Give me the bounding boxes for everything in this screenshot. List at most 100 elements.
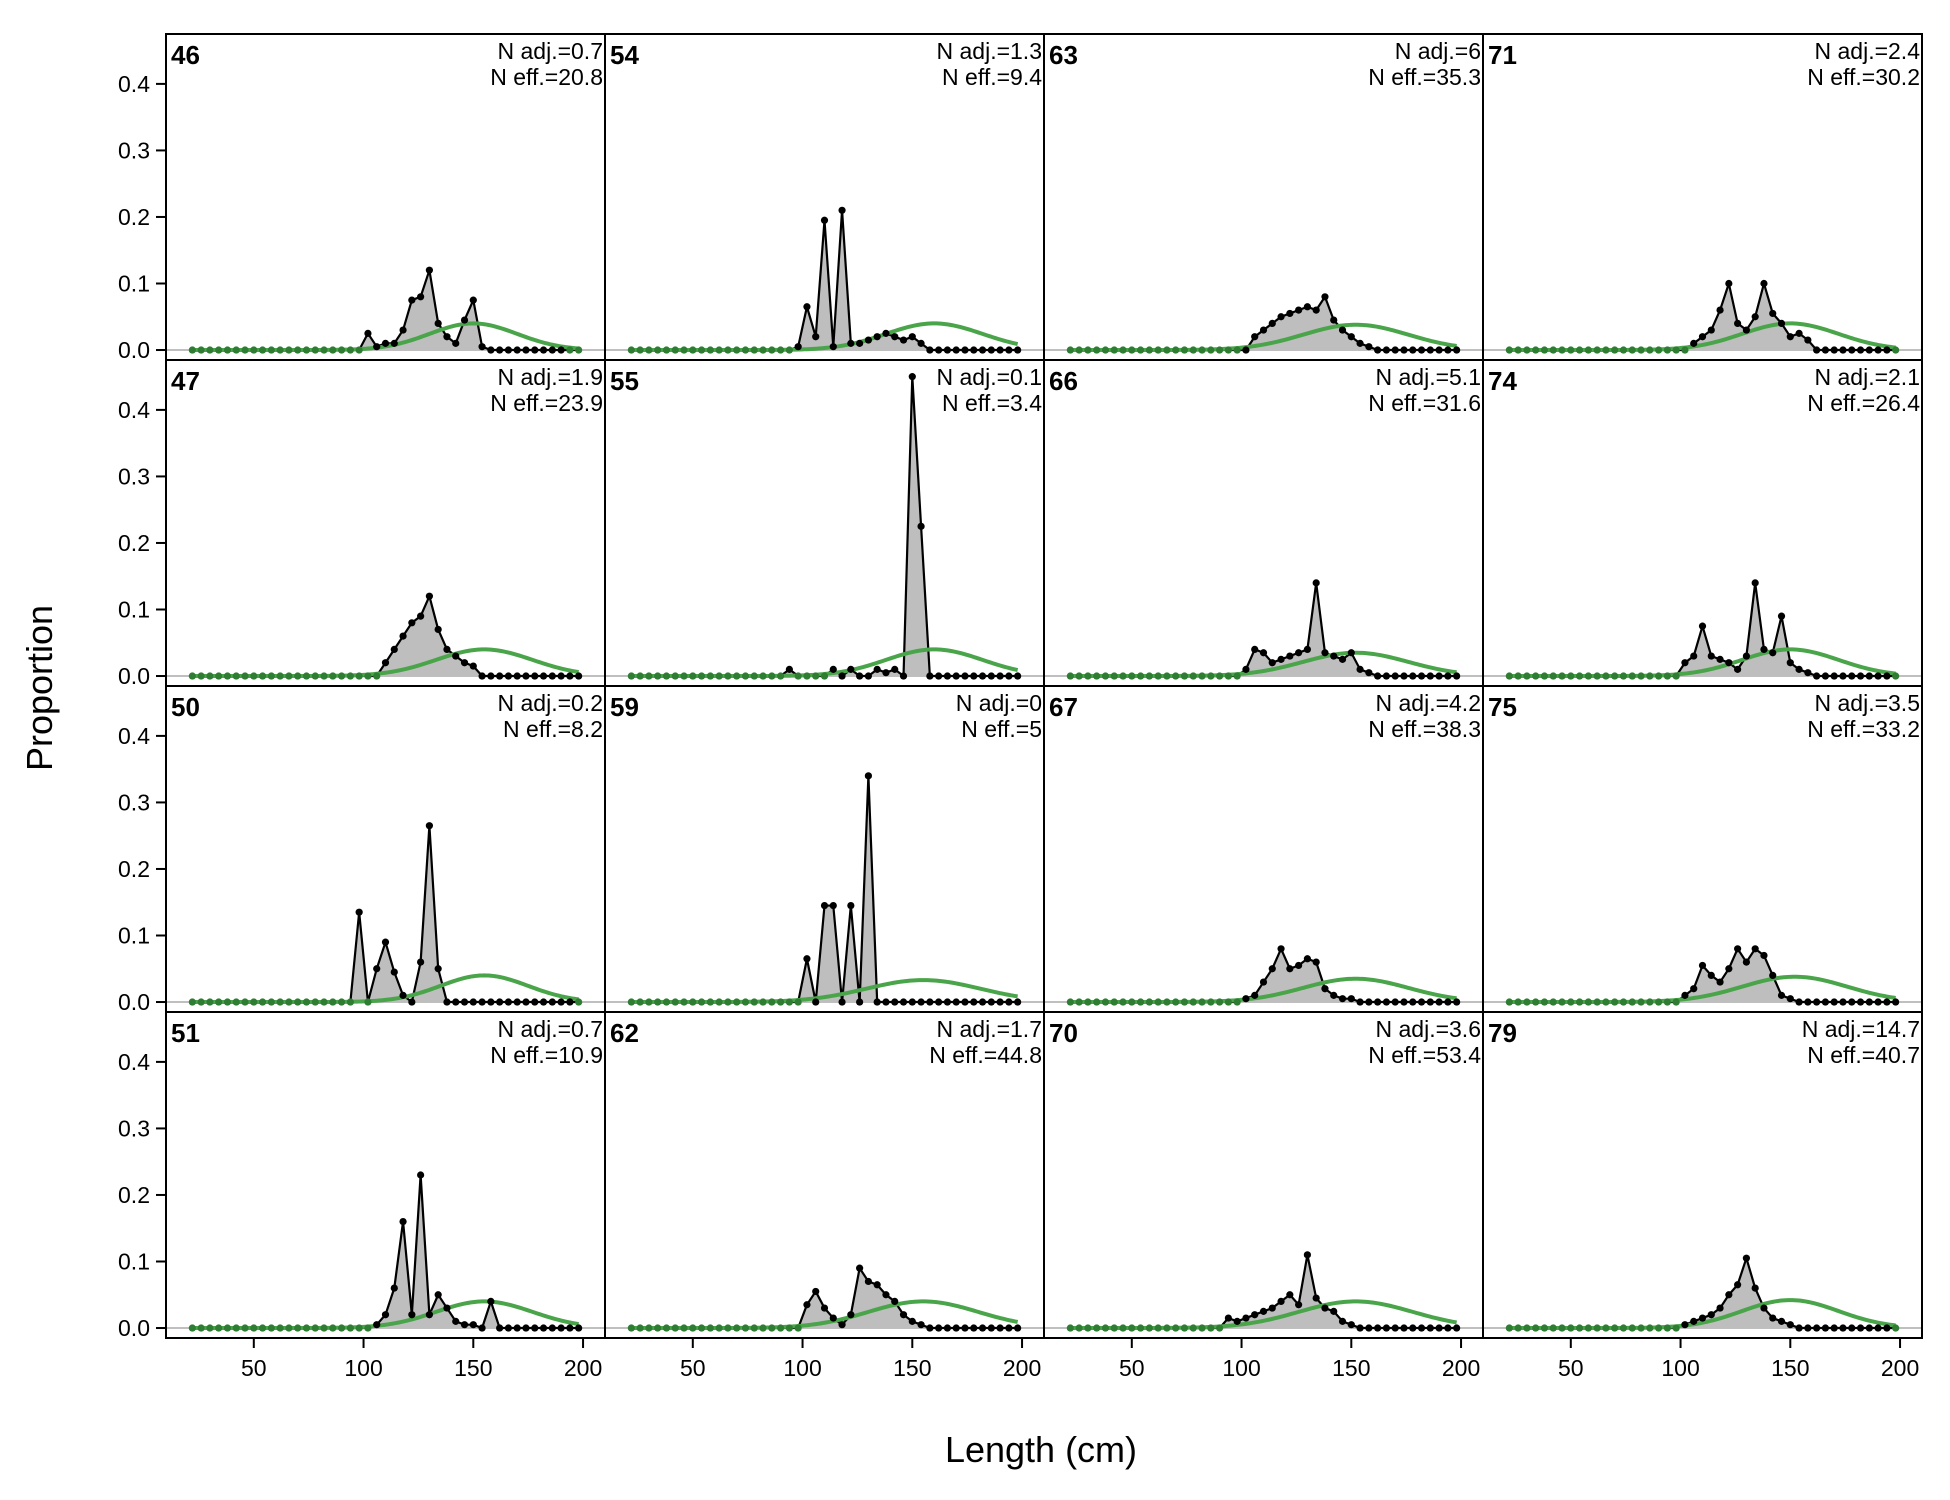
observed-point [935, 1324, 943, 1332]
expected-point [206, 998, 214, 1006]
observed-point [1233, 1317, 1241, 1325]
expected-point [1663, 998, 1671, 1006]
expected-point [1584, 1324, 1592, 1332]
n-eff-label: N eff.=26.4 [1807, 390, 1920, 416]
observed-point [943, 346, 952, 354]
panel-id: 50 [171, 692, 200, 722]
expected-point [1084, 346, 1092, 354]
expected-point [741, 1324, 750, 1332]
observed-point [417, 612, 425, 620]
expected-point [1672, 346, 1680, 354]
observed-point [1417, 346, 1426, 354]
expected-point [1672, 998, 1680, 1006]
observed-point [1786, 1321, 1794, 1329]
panel-62: 62 N adj.=1.7N eff.=44.8 50 100 150 200 [604, 1011, 1045, 1381]
observed-point [1303, 955, 1311, 963]
expected-point [197, 998, 205, 1006]
observed-point [820, 901, 829, 910]
observed-point [1751, 313, 1759, 321]
panel-id: 51 [171, 1018, 200, 1048]
observed-point [1268, 659, 1276, 667]
expected-point [1523, 1324, 1531, 1332]
observed-point [1690, 1317, 1698, 1325]
expected-point [1207, 346, 1215, 354]
observed-point [917, 339, 925, 347]
panel-id: 79 [1488, 1018, 1517, 1048]
observed-point [1725, 1291, 1733, 1299]
observed-point [539, 1324, 548, 1332]
observed-point [1742, 1254, 1750, 1262]
x-tick-label: 200 [1881, 1355, 1919, 1381]
observed-point [996, 998, 1004, 1006]
expected-point [689, 1324, 697, 1332]
expected-point [258, 1324, 267, 1332]
expected-point [1611, 672, 1619, 680]
observed-point [390, 968, 398, 976]
expected-point [1198, 998, 1206, 1006]
observed-point [1365, 998, 1373, 1006]
x-tick-label: 50 [241, 1355, 267, 1381]
expected-point [258, 346, 267, 354]
expected-point [223, 998, 232, 1006]
expected-point [329, 998, 337, 1006]
expected-point [320, 346, 328, 354]
observed-point [1813, 346, 1821, 354]
observed-point [996, 1324, 1004, 1332]
expected-point [575, 998, 583, 1006]
expected-point [302, 346, 311, 354]
n-eff-label: N eff.=35.3 [1368, 64, 1481, 90]
observed-point [1391, 1324, 1399, 1332]
observed-point [425, 822, 433, 830]
observed-point [943, 1324, 952, 1332]
n-eff-label: N eff.=20.8 [490, 64, 603, 90]
observed-point [1426, 998, 1434, 1006]
observed-point [513, 672, 521, 680]
observed-point [452, 652, 460, 660]
observed-point [847, 665, 855, 673]
expected-point [1084, 1324, 1092, 1332]
observed-point [838, 672, 846, 680]
expected-point [671, 672, 679, 680]
expected-point [1523, 672, 1531, 680]
expected-point [329, 672, 337, 680]
observed-point [1435, 672, 1443, 680]
observed-point [978, 346, 987, 354]
observed-point [478, 1324, 486, 1332]
observed-point [1777, 991, 1786, 999]
expected-point [733, 672, 741, 680]
expected-point [680, 346, 688, 354]
observed-line [192, 269, 579, 352]
observed-point [873, 998, 881, 1006]
observed-point [1330, 1307, 1338, 1315]
observed-fill [631, 775, 1018, 1003]
expected-point [741, 998, 750, 1006]
expected-point [654, 346, 662, 354]
expected-point [1523, 998, 1531, 1006]
expected-point [285, 998, 293, 1006]
observed-point [847, 1311, 855, 1319]
observed-point [1338, 995, 1347, 1003]
expected-line [1509, 1298, 1896, 1331]
expected-point [320, 998, 328, 1006]
y-tick-label: 0.3 [118, 1115, 150, 1141]
observed-point [1409, 998, 1417, 1006]
expected-point [1066, 1324, 1074, 1332]
observed-point [478, 998, 486, 1006]
panel-id: 54 [610, 40, 639, 70]
expected-point [276, 672, 284, 680]
observed-point [1295, 961, 1303, 970]
observed-point [908, 373, 916, 381]
observed-point [531, 1324, 539, 1332]
panel-55: 55 N adj.=0.1N eff.=3.4 [604, 359, 1045, 687]
expected-point [1584, 346, 1592, 354]
expected-point [1119, 672, 1127, 680]
observed-point [548, 346, 556, 354]
panel-54: 54 N adj.=1.3N eff.=9.4 [604, 33, 1045, 361]
observed-point [1769, 971, 1777, 980]
observed-point [970, 346, 978, 354]
panel-plot-area [166, 1171, 605, 1332]
expected-point [803, 672, 811, 680]
observed-fill [1070, 1254, 1457, 1329]
observed-point [1286, 652, 1294, 660]
